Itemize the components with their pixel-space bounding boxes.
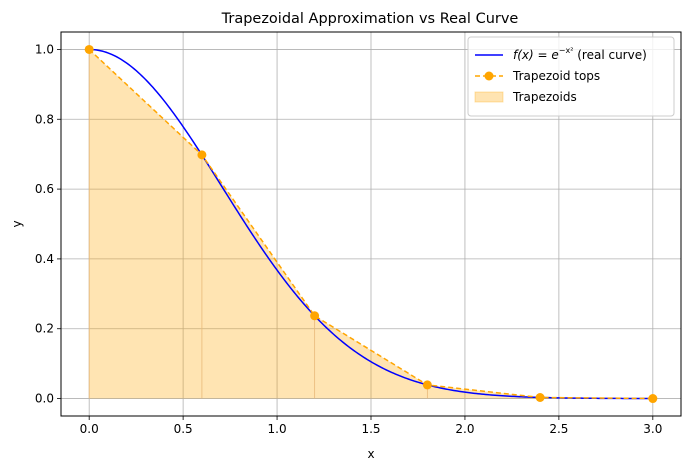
legend-real-curve-exponent: −x²: [559, 46, 574, 55]
legend-label-trapezoids: Trapezoids: [512, 90, 577, 104]
legend-swatch-trapezoid-tops-marker: [484, 71, 494, 81]
x-tick-label: 0.5: [174, 422, 193, 436]
trapezoid: [314, 315, 428, 399]
trapezoid-top-point: [535, 392, 545, 402]
real-curve-line: [89, 48, 653, 400]
trapezoid-top-point: [197, 150, 207, 160]
trapezoid-tops-layer: [84, 44, 658, 404]
y-tick-label: 0.8: [35, 112, 54, 126]
legend-label-trapezoid-tops: Trapezoid tops: [512, 69, 600, 83]
trapezoid-tops-line: [88, 48, 653, 400]
legend-swatch-trapezoids: [474, 91, 504, 103]
legend-label-real-curve: f(x) = e−x² (real curve): [513, 46, 647, 62]
legend-box: [467, 36, 675, 117]
trapezoid-top-point: [84, 44, 94, 54]
y-tick-label: 0.2: [35, 322, 54, 336]
y-tick-label: 0.0: [35, 392, 54, 406]
x-tick-label: 2.5: [549, 422, 568, 436]
legend-real-curve-suffix: (real curve): [573, 48, 646, 62]
x-tick-label: 2.0: [455, 422, 474, 436]
trapezoid: [89, 49, 202, 399]
trapezoid: [201, 154, 315, 399]
y-axis-ticks: 0.0 0.2 0.4 0.6 0.8 1.0: [35, 42, 61, 406]
y-axis-label: y: [10, 220, 24, 227]
legend: f(x) = e−x² (real curve) Trapezoid tops …: [467, 36, 675, 117]
y-tick-label: 0.6: [35, 182, 54, 196]
trapezoid-top-point: [310, 311, 320, 321]
y-tick-label: 1.0: [35, 42, 54, 56]
real-curve-layer: [89, 48, 653, 400]
y-tick-label: 0.4: [35, 252, 54, 266]
chart-title: Trapezoidal Approximation vs Real Curve: [221, 11, 519, 27]
x-tick-label: 3.0: [643, 422, 662, 436]
x-axis-label: x: [367, 447, 374, 461]
x-tick-label: 1.5: [361, 422, 380, 436]
trapezoid-top-point: [422, 380, 432, 390]
legend-real-curve-prefix: f(x) = e: [513, 48, 559, 62]
x-axis-ticks: 0.0 0.5 1.0 1.5 2.0 2.5 3.0: [80, 416, 662, 436]
trapezoid-top-point: [648, 394, 658, 404]
x-tick-label: 0.0: [80, 422, 99, 436]
x-tick-label: 1.0: [268, 422, 287, 436]
